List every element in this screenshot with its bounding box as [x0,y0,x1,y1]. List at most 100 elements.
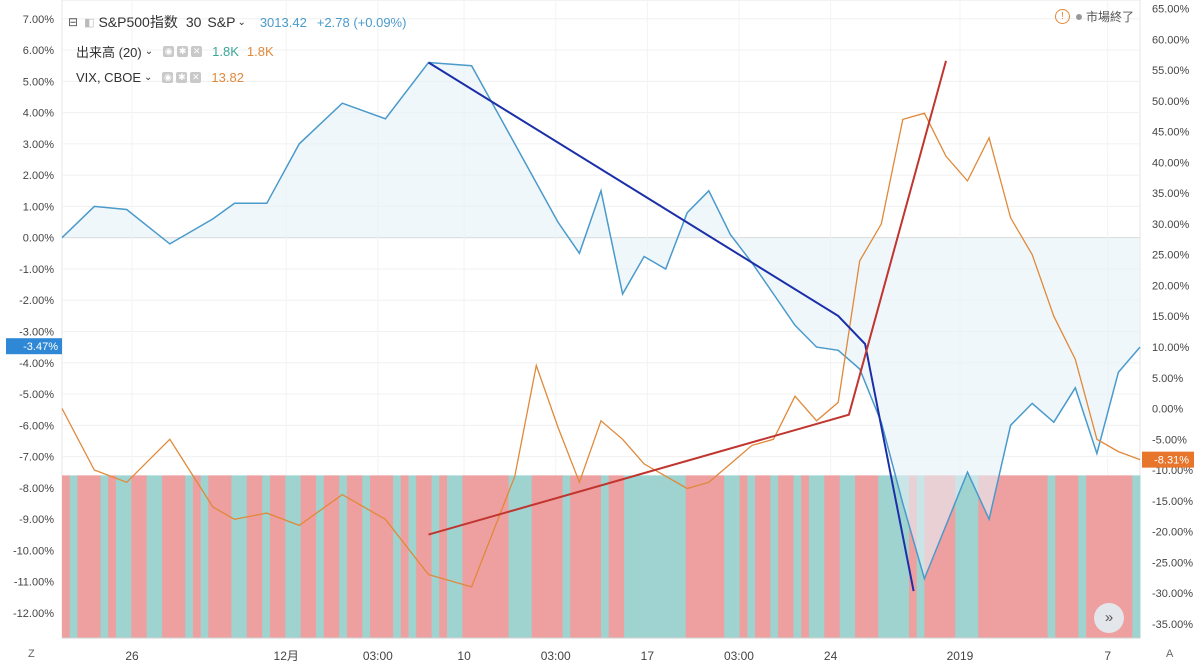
right-axis-label: 45.00% [1152,127,1190,139]
blue-trendline [427,61,915,592]
volume-bar [939,475,948,638]
right-axis-label: -5.00% [1152,434,1187,446]
gear-icon[interactable]: ✱ [176,72,188,83]
volume-bar [246,475,255,638]
volume-value-2: 1.8K [246,44,274,59]
volume-bar [269,475,278,638]
left-axis-label: 6.00% [23,45,54,57]
volume-bar [747,475,756,638]
volume-bar [570,475,579,638]
chevron-down-icon[interactable]: ⌄ [237,16,246,28]
volume-bar [431,475,440,638]
volume-bar [862,475,871,638]
volume-bar [154,475,163,638]
volume-bar [100,475,109,638]
volume-bar [801,475,810,638]
legend-vix[interactable]: VIX, CBOE ⌄ ◉ ✱ ✕ 13.82 [68,70,244,85]
volume-bar [986,475,995,638]
volume-bar [1124,475,1133,638]
x-axis-label: 24 [824,649,838,663]
volume-bar [755,475,764,638]
volume-bar [439,475,448,638]
x-axis-label: 03:00 [363,649,393,663]
volume-bar [616,475,625,638]
close-icon[interactable]: ✕ [190,72,202,83]
gear-icon[interactable]: ✱ [177,46,189,57]
volume-bar [1039,475,1048,638]
volume-bar [1047,475,1056,638]
volume-bar [393,475,402,638]
right-axis-label: 25.00% [1152,250,1190,262]
volume-bar [731,475,740,638]
volume-bar [385,475,394,638]
vix-current-label: -8.31% [1154,455,1189,467]
volume-bar [1086,475,1095,638]
volume-bar [955,475,964,638]
volume-bar [92,475,101,638]
volume-bar [162,475,171,638]
scroll-to-realtime-button[interactable]: » [1094,603,1124,633]
volume-bar [231,475,240,638]
volume-bar [177,475,186,638]
volume-bar [293,475,302,638]
volume-bar [701,475,710,638]
market-status[interactable]: ! 市場終了 [1054,8,1134,25]
scale-a-button[interactable]: A [1166,648,1174,660]
volume-bar [470,475,479,638]
legend-main[interactable]: ⊟ ◧ S&P500指数 30 S&P ⌄ 3013.42 +2.78 (+0.… [68,12,406,32]
volume-bar [169,475,178,638]
volume-bar [377,475,386,638]
left-axis-label: -11.00% [14,577,54,589]
price-series [61,61,1141,588]
volume-bar [69,475,78,638]
volume-bar [855,475,864,638]
volume-bar [1001,475,1010,638]
volume-bar [885,475,894,638]
volume-bar [654,475,663,638]
volume-bar [847,475,856,638]
exchange-label[interactable]: S&P [207,14,236,30]
volume-bar [785,475,794,638]
eye-icon[interactable]: ◉ [162,72,174,83]
chevron-down-icon[interactable]: ⌄ [144,46,154,57]
spx-current-label: -3.47% [23,341,58,353]
chevron-down-icon[interactable]: ⌄ [144,72,153,83]
volume-bars [62,475,1141,638]
eye-icon[interactable]: ◉ [163,46,175,57]
volume-bar [254,475,263,638]
vix-name[interactable]: VIX, CBOE [76,70,142,85]
left-axis-label: -7.00% [19,452,54,464]
volume-bar [500,475,509,638]
volume-bar [685,475,694,638]
vix-line [61,112,1141,588]
left-axis-label: 2.00% [23,170,54,182]
volume-bar [485,475,494,638]
volume-name[interactable]: 出来高 (20) [76,45,142,60]
legend-volume[interactable]: 出来高 (20) ⌄ ◉ ✱ ✕ 1.8K 1.8K [68,42,274,61]
volume-bar [408,475,417,638]
volume-bar [362,475,371,638]
right-axis-label: 20.00% [1152,280,1190,292]
minus-square-icon[interactable]: ⊟ [68,15,79,29]
close-icon[interactable]: ✕ [191,46,203,57]
volume-bar [577,475,586,638]
interval-label[interactable]: 30 [185,14,202,30]
right-axis-label: -30.00% [1152,588,1193,600]
volume-bar [1109,475,1118,638]
red-trendline [428,60,947,536]
trendlines[interactable] [427,60,947,592]
scale-z-button[interactable]: Z [28,648,35,660]
volume-bar [447,475,456,638]
right-axis-label: 60.00% [1152,34,1190,46]
symbol-flag-icon: ◧ [84,16,95,29]
right-axis-label: 0.00% [1152,404,1183,416]
volume-bar [662,475,671,638]
right-axis-label: 35.00% [1152,188,1190,200]
symbol-name[interactable]: S&P500指数 [98,14,178,30]
volume-bar [1070,475,1079,638]
left-axis-label: -4.00% [19,358,54,370]
right-axis-label: 55.00% [1152,65,1190,77]
volume-bar [108,475,117,638]
x-axis-label: 10 [457,649,471,663]
